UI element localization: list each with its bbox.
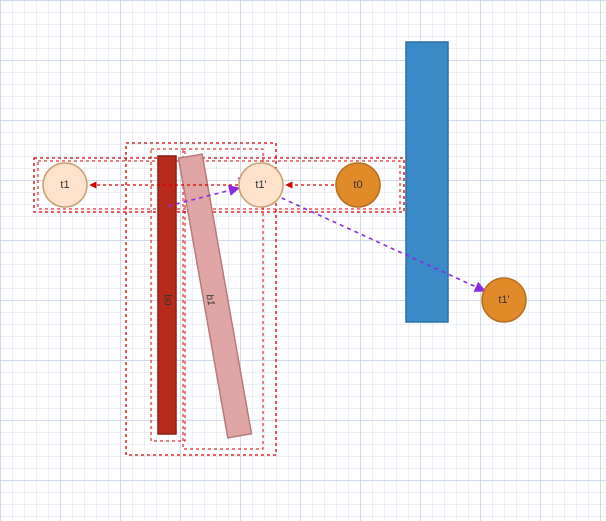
label-t0: t0 [353,179,362,191]
label-t1-left: t1 [60,179,69,191]
label-t1p-mid: t1' [255,179,266,191]
diagram-stage: b0 b1 t1 t1' t0 t1' [0,0,606,521]
label-t1p-right: t1' [498,294,509,306]
label-b0: b0 [161,294,172,306]
bar-b1 [179,154,252,438]
blue-wall [406,42,448,322]
label-b1: b1 [203,294,216,307]
